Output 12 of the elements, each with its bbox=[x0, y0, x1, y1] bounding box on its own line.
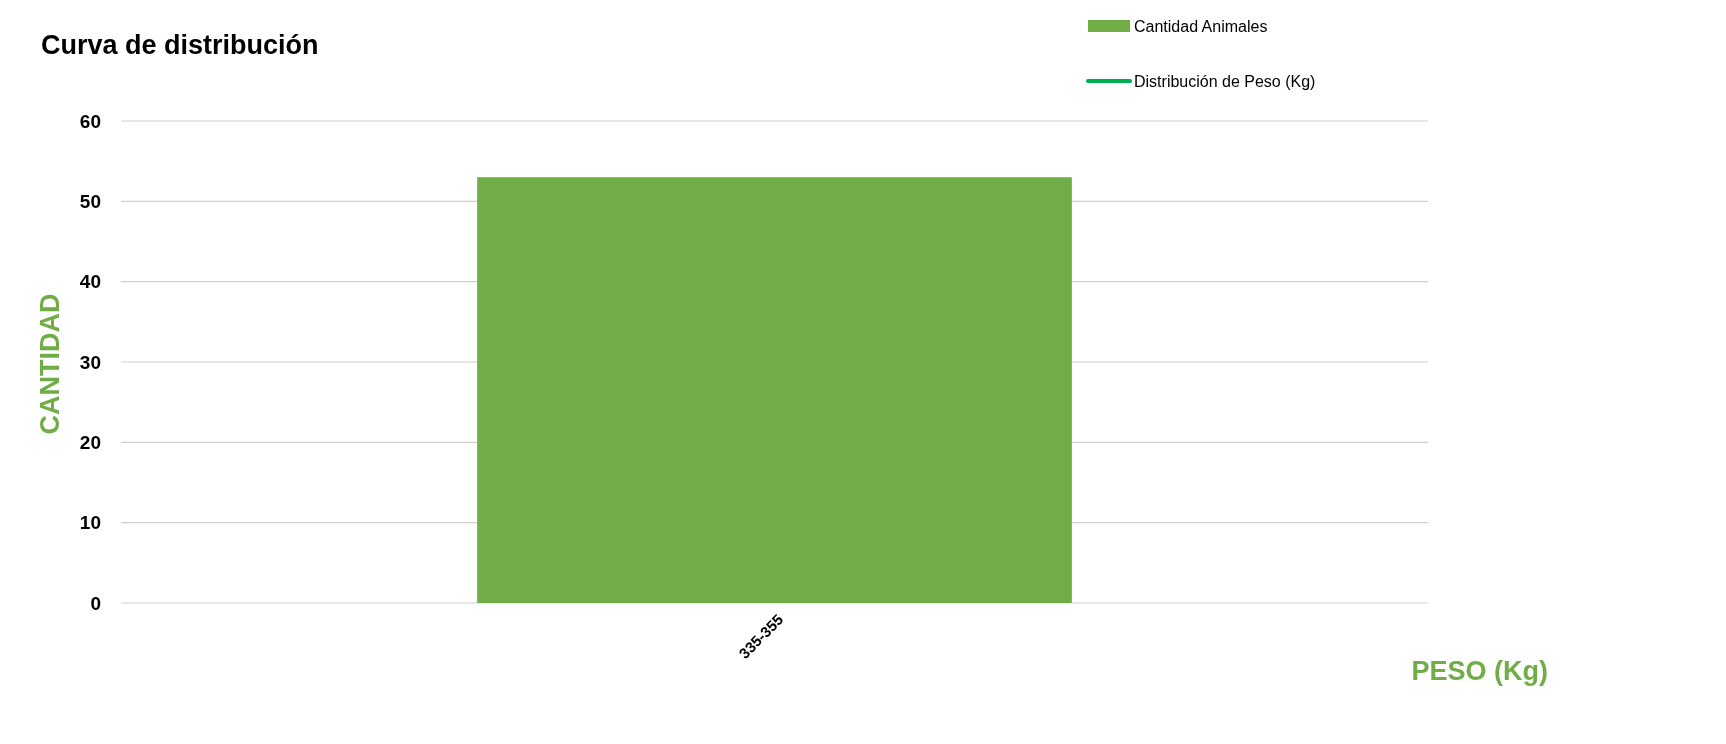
x-axis-title: PESO (Kg) bbox=[1411, 656, 1548, 686]
y-tick-label: 60 bbox=[79, 110, 101, 132]
y-tick-label: 0 bbox=[90, 592, 101, 614]
y-tick-label: 20 bbox=[79, 431, 101, 453]
y-tick-label: 30 bbox=[79, 351, 101, 373]
y-tick-label: 10 bbox=[79, 512, 101, 534]
legend-label: Cantidad Animales bbox=[1134, 17, 1268, 35]
y-axis-title: CANTIDAD bbox=[35, 293, 66, 435]
y-tick-label: 50 bbox=[79, 190, 101, 212]
y-tick-label: 40 bbox=[79, 271, 101, 293]
chart-title: Curva de distribución bbox=[41, 30, 319, 60]
legend-label: Distribución de Peso (Kg) bbox=[1134, 72, 1316, 90]
